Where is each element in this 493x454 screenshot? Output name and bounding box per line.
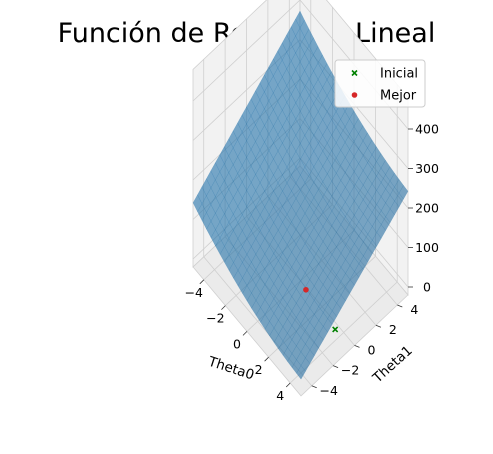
legend-marker-inicial bbox=[351, 69, 358, 77]
y-tick-label: −2 bbox=[341, 363, 359, 378]
surface-patch bbox=[349, 271, 360, 286]
y-tick-label: 2 bbox=[389, 322, 397, 337]
surface-mesh bbox=[192, 10, 409, 380]
surface-patch bbox=[336, 294, 346, 310]
x-axis-label: Theta0 bbox=[205, 353, 256, 383]
surface-patch bbox=[309, 341, 320, 357]
surface-patch bbox=[318, 326, 329, 341]
y-tick-label: 0 bbox=[368, 342, 376, 357]
surface-patch bbox=[372, 232, 382, 247]
y-tick bbox=[375, 324, 382, 328]
surface-patch bbox=[345, 279, 355, 294]
surface-patch bbox=[331, 302, 342, 317]
legend: Inicial Mejor bbox=[334, 59, 426, 108]
surface-patch bbox=[323, 318, 333, 333]
y-tick bbox=[311, 385, 317, 389]
x-tick-label: 0 bbox=[233, 336, 241, 351]
legend-box bbox=[334, 59, 426, 108]
z-tick-label: 200 bbox=[415, 201, 439, 216]
x-tick bbox=[221, 305, 226, 310]
surface-patch bbox=[296, 365, 306, 380]
legend-label: Mejor bbox=[380, 89, 417, 104]
y-tick bbox=[397, 304, 403, 308]
x-tick-label: 4 bbox=[276, 388, 284, 403]
x-tick-label: −4 bbox=[185, 285, 203, 300]
point-mejor bbox=[303, 286, 309, 293]
x-tick-label: −2 bbox=[206, 311, 224, 326]
data-points bbox=[303, 286, 339, 333]
z-tick-label: 0 bbox=[423, 280, 431, 295]
x-tick bbox=[242, 331, 248, 336]
x-tick bbox=[264, 356, 269, 362]
surface-patch bbox=[367, 239, 378, 255]
x-tick-label: 2 bbox=[255, 362, 263, 377]
surface-patch bbox=[376, 224, 386, 239]
x-tick bbox=[285, 382, 291, 388]
y-tick bbox=[332, 365, 339, 368]
z-tick-label: 300 bbox=[415, 161, 439, 176]
legend-marker-mejor bbox=[351, 92, 358, 98]
grid-line bbox=[192, 0, 301, 102]
surface-patch bbox=[363, 247, 373, 263]
y-tick-label: −4 bbox=[319, 383, 337, 398]
legend-label: Inicial bbox=[380, 67, 418, 82]
surface-patch bbox=[385, 208, 395, 223]
y-axis-label: Theta1 bbox=[369, 343, 416, 387]
z-tick-label: 100 bbox=[415, 240, 439, 255]
surface-patch bbox=[389, 200, 400, 216]
surface-patch bbox=[305, 349, 315, 364]
y-tick bbox=[354, 345, 360, 348]
y-tick-label: 4 bbox=[410, 302, 418, 317]
surface-patch bbox=[358, 255, 369, 270]
point-inicial bbox=[332, 326, 339, 333]
z-tick-label: 400 bbox=[415, 122, 439, 137]
x-tick bbox=[199, 279, 205, 285]
surface-patch bbox=[398, 185, 409, 200]
